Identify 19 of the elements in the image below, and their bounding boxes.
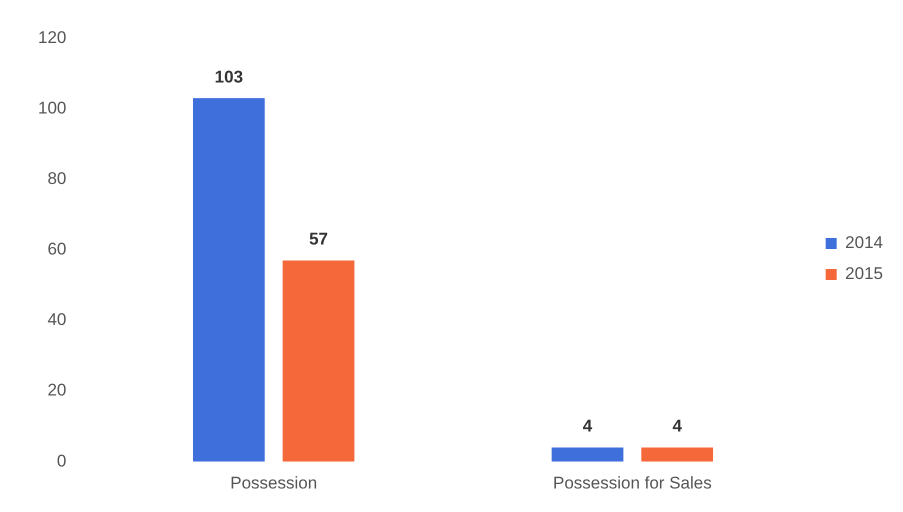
y-tick-label: 20 <box>47 380 66 400</box>
legend-label: 2015 <box>845 264 884 284</box>
y-tick-label: 40 <box>47 310 66 330</box>
legend-label: 2014 <box>845 233 884 252</box>
y-tick-label: 80 <box>47 169 66 188</box>
data-label: 4 <box>672 416 682 436</box>
bar <box>552 447 624 462</box>
bar <box>192 98 265 462</box>
data-label: 57 <box>309 230 328 249</box>
bar <box>641 447 714 462</box>
data-label: 103 <box>214 67 244 86</box>
y-tick-label: 120 <box>38 28 66 47</box>
y-tick-label: 0 <box>56 451 66 470</box>
data-label: 4 <box>582 416 593 436</box>
x-tick-label: Possession for Sales <box>552 473 712 492</box>
x-tick-label: Possession <box>230 473 318 492</box>
y-tick-label: 100 <box>38 98 66 118</box>
y-tick-label: 60 <box>47 240 66 259</box>
bar <box>282 260 354 462</box>
